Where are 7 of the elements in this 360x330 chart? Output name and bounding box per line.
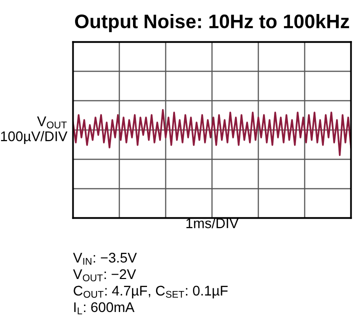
text: V$_{OUT}$: −2V [73,269,136,282]
text: C$_{OUT}$: 4.7µF, C$_{SET}$: 0.1µF [74,286,228,298]
x-axis-title: 1ms/DIV [186,218,239,228]
y-axis-title: V$_{OUT}$ 100µV/DIV [1,116,68,144]
text: I$_{L}$: 600mA [74,302,134,314]
text: V$_{IN}$: −3.5V [73,252,137,265]
chart-title: Output Noise: 10Hz to 100kHz [75,14,350,32]
